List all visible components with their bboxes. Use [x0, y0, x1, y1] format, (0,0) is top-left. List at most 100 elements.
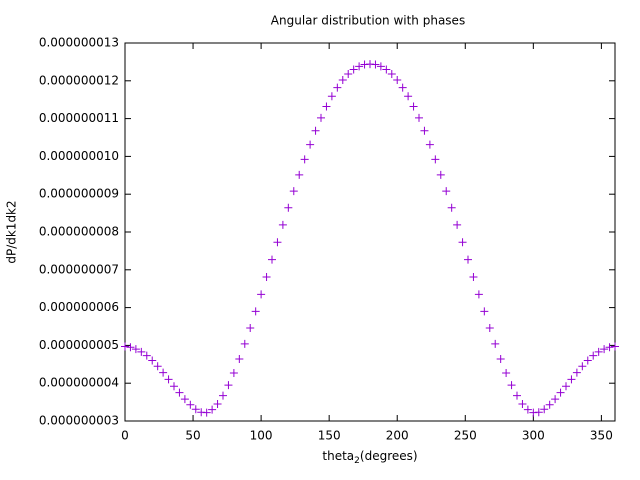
data-point — [344, 69, 353, 78]
data-point — [464, 255, 472, 264]
data-point — [567, 375, 576, 384]
data-point — [491, 339, 500, 348]
data-point — [137, 347, 146, 356]
x-tick-label: 250 — [454, 429, 477, 443]
data-point — [153, 362, 162, 371]
data-point — [600, 345, 609, 354]
data-point — [453, 220, 462, 229]
plot-border — [124, 42, 616, 422]
data-point — [415, 113, 423, 122]
x-tick-label: 150 — [318, 429, 341, 443]
data-point — [387, 69, 396, 78]
data-point — [219, 391, 227, 400]
y-axis-label: dP/dk1dk2 — [5, 200, 19, 263]
data-point — [278, 220, 287, 229]
data-point — [589, 351, 598, 360]
data-point — [257, 290, 266, 299]
data-point — [474, 290, 483, 299]
data-point — [513, 391, 521, 400]
x-tick-label: 350 — [590, 429, 613, 443]
data-point — [175, 388, 184, 397]
data-point — [180, 395, 189, 404]
data-point — [295, 170, 304, 179]
data-point — [273, 238, 282, 247]
data-point — [229, 368, 238, 377]
data-point — [170, 382, 178, 391]
data-point — [458, 238, 467, 247]
data-point — [262, 272, 271, 281]
data-point — [507, 381, 516, 390]
data-point — [496, 355, 505, 364]
data-point — [235, 355, 244, 364]
data-point — [159, 368, 168, 377]
data-point — [583, 356, 592, 365]
data-point — [208, 405, 217, 414]
data-point — [518, 399, 527, 408]
data-point — [485, 324, 494, 333]
data-point — [191, 405, 200, 414]
data-point — [534, 408, 543, 417]
data-point — [551, 395, 560, 404]
data-point — [202, 408, 211, 417]
data-point — [164, 375, 173, 384]
data-point — [284, 203, 293, 212]
data-point — [393, 76, 402, 85]
data-point — [246, 324, 255, 333]
y-tick-label: 0.000000010 — [39, 149, 119, 163]
data-point — [409, 102, 418, 111]
data-point — [251, 307, 260, 316]
data-point — [420, 126, 429, 135]
data-point — [224, 381, 233, 390]
data-point — [404, 92, 413, 101]
data-point — [611, 342, 619, 351]
data-point — [126, 343, 135, 352]
y-tick-label: 0.000000009 — [39, 187, 119, 201]
data-point — [121, 342, 129, 351]
x-tick-label: 100 — [250, 429, 273, 443]
data-point — [572, 368, 581, 377]
data-point — [268, 255, 276, 264]
data-point — [469, 272, 478, 281]
data-point — [355, 62, 364, 71]
data-point — [540, 405, 549, 414]
data-point — [289, 187, 298, 196]
data-point — [338, 76, 347, 85]
x-tick-label: 50 — [185, 429, 200, 443]
y-tick-label: 0.000000012 — [39, 73, 119, 87]
data-point — [480, 307, 489, 316]
x-tick-label: 0 — [121, 429, 129, 443]
data-point — [523, 405, 532, 414]
y-tick-label: 0.000000013 — [39, 36, 119, 50]
data-point — [594, 347, 603, 356]
data-point — [556, 388, 565, 397]
data-point — [425, 140, 434, 149]
data-point — [300, 155, 309, 164]
data-point — [442, 187, 451, 196]
data-point — [327, 92, 336, 101]
y-tick-label: 0.000000004 — [39, 376, 119, 390]
data-point — [578, 362, 587, 371]
data-point — [317, 113, 325, 122]
x-axis-label: theta2(degrees) — [322, 449, 417, 466]
data-point — [545, 400, 554, 409]
x-tick-label: 300 — [522, 429, 545, 443]
y-tick-label: 0.000000007 — [39, 262, 119, 276]
data-point — [605, 343, 614, 352]
y-tick-label: 0.000000003 — [39, 414, 119, 428]
data-point — [186, 400, 195, 409]
y-tick-label: 0.000000008 — [39, 225, 119, 239]
data-point — [322, 102, 331, 111]
data-point — [333, 83, 342, 92]
data-point — [306, 140, 315, 149]
data-point — [376, 62, 385, 71]
data-point — [398, 83, 407, 92]
data-point — [240, 339, 249, 348]
y-tick-label: 0.000000011 — [39, 111, 119, 125]
data-point — [447, 203, 456, 212]
x-label-rest: (degrees) — [360, 449, 418, 463]
data-point — [311, 126, 320, 135]
data-point — [382, 65, 391, 74]
data-point — [436, 170, 445, 179]
data-point — [562, 382, 570, 391]
